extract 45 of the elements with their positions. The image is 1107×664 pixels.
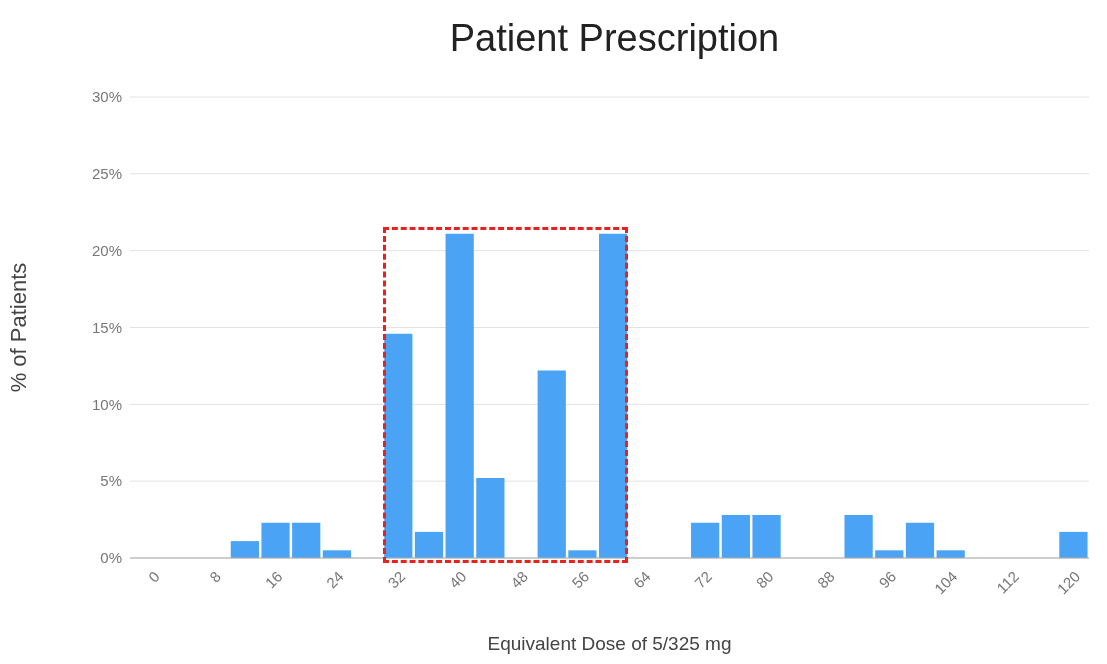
y-tick-label: 10% [91, 395, 122, 413]
x-tick-label: 96 [875, 567, 900, 592]
x-tick-label: 104 [930, 567, 961, 598]
x-tick-label: 32 [384, 567, 409, 592]
y-tick-label: 30% [91, 88, 122, 106]
bar [292, 522, 321, 558]
bar [936, 550, 965, 558]
bar [261, 522, 290, 558]
x-tick-label: 72 [691, 567, 716, 592]
bar [476, 478, 505, 558]
x-tick-label: 24 [322, 567, 347, 592]
y-tick-label: 0% [100, 549, 122, 567]
bar [414, 531, 444, 558]
x-tick-label: 8 [206, 567, 225, 586]
x-tick-label: 16 [261, 567, 286, 592]
bar [905, 522, 935, 558]
x-tick-label: 112 [993, 567, 1022, 597]
x-tick-label: 0 [144, 567, 163, 586]
bar [691, 522, 720, 558]
bar [844, 514, 873, 558]
chart-title: Patient Prescription [448, 16, 781, 61]
bar [445, 233, 474, 558]
bar [568, 550, 597, 558]
bar [230, 541, 259, 558]
y-tick-label: 5% [100, 472, 122, 490]
x-tick-label: 40 [445, 567, 470, 592]
x-tick-label: 56 [568, 567, 593, 592]
bar [721, 514, 750, 558]
bar [598, 233, 628, 558]
x-axis-title: Equivalent Dose of 5/325 mg [487, 633, 732, 654]
x-tick-label: 80 [752, 567, 777, 592]
bar [875, 550, 904, 558]
bar [322, 550, 352, 558]
y-tick-label: 20% [91, 241, 122, 259]
x-tick-label: 64 [629, 567, 654, 592]
bar [384, 333, 413, 558]
bar [537, 370, 566, 558]
y-tick-label: 25% [91, 165, 122, 183]
x-tick-label: 48 [507, 567, 531, 592]
x-tick-label: 88 [813, 567, 838, 592]
y-tick-label: 15% [91, 318, 122, 336]
y-axis-title: % of Patients [5, 262, 31, 393]
bar [1059, 531, 1088, 558]
x-tick-label: 120 [1053, 567, 1084, 598]
bar [752, 514, 781, 558]
